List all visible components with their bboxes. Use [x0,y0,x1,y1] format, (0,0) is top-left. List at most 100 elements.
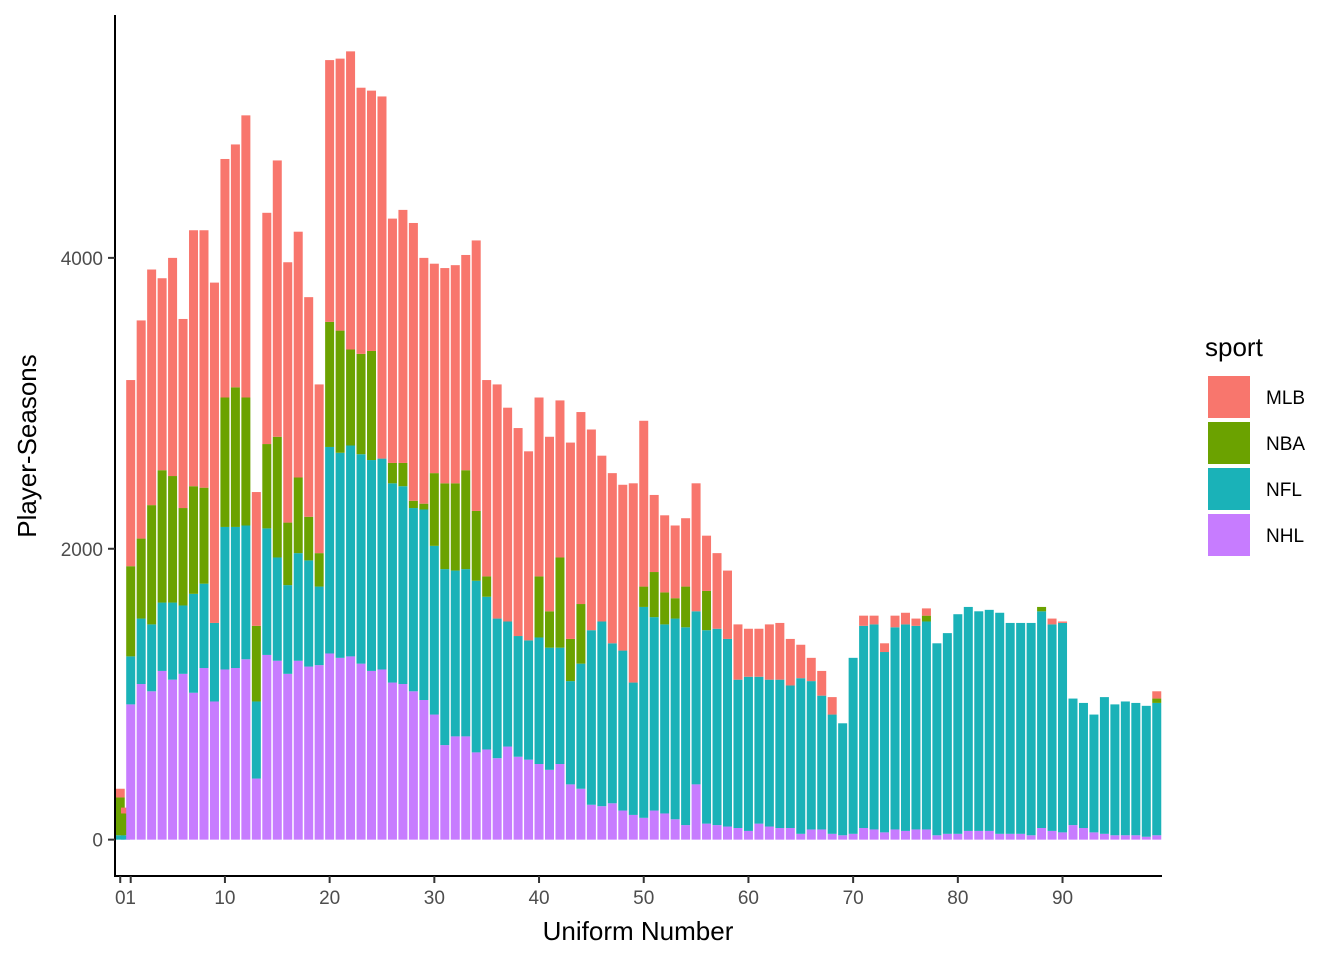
bar-segment-nba-31 [440,483,450,570]
bar-segment-nfl-85 [1005,622,1015,834]
bar-segment-mlb-16 [283,262,293,523]
bar-segment-nfl-35 [482,596,492,750]
legend-label-mlb: MLB [1266,388,1305,409]
bar-segment-mlb-90 [1058,621,1068,623]
legend-label-nba: NBA [1266,434,1305,455]
bar-segment-nfl-83 [984,609,994,831]
bar-segment-nhl-10 [220,669,230,840]
bar-segment-nfl-23 [356,454,366,664]
bar-segment-mlb-30 [429,263,439,474]
bar-segment-nhl-15 [272,660,282,840]
bar-segment-nhl-31 [440,745,450,840]
bar-segment-mlb-20 [325,60,335,322]
bar-segment-nba-16 [283,522,293,586]
x-ticks: 0 1 10 20 30 40 50 60 70 80 90 [115,876,1073,909]
bar-segment-nfl-62 [764,679,774,827]
bar-segment-nhl-76 [911,829,921,840]
bar-segment-mlb-67 [817,670,827,696]
bar-segment-nba-53 [670,598,680,619]
bar-segment-nfl-1 [126,656,136,705]
bar-segment-nfl-69 [838,723,848,836]
bar-segment-mlb-32 [450,265,460,484]
bar-segment-nfl-92 [1078,702,1088,829]
bar-segment-nhl-44 [576,788,586,840]
bar-segment-mlb-15 [272,160,282,437]
bar-segment-nhl-5 [168,679,178,840]
bar-segment-nfl-90 [1058,622,1068,833]
bar-segment-nba-3 [147,505,157,625]
bar-segment-nhl-28 [408,691,418,840]
bar-segment-nba-24 [367,350,377,461]
bar-segment-nfl-67 [817,695,827,830]
bar-segment-nfl-91 [1068,698,1078,826]
y-axis-title: Player-Seasons [12,354,42,538]
bar-segment-nfl-24 [367,460,377,671]
bar-segment-nhl-99 [1152,835,1162,840]
bar-segment-nfl-73 [880,652,890,833]
bar-segment-mlb-8 [199,230,209,488]
bar-segment-nfl-43 [565,681,575,785]
bar-segment-nba-30 [429,473,439,546]
bar-segment-mlb-7 [189,230,199,487]
bar-segment-nba-8 [199,487,209,584]
bar-segment-nba-23 [356,353,366,455]
bar-segment-nhl-66 [806,829,816,840]
bar-segment-nfl-98 [1141,705,1151,837]
bar-segment-nba-52 [660,592,670,625]
bar-segment-mlb-9 [209,282,219,623]
bar-segment-nba-0_5 [120,813,130,836]
bar-segment-nhl-47 [607,803,617,840]
bar-segment-nhl-8 [199,668,209,840]
bar-segment-mlb-13 [251,492,261,626]
bar-segment-nfl-12 [241,525,251,660]
bar-segment-nhl-64 [785,828,795,840]
bar-segment-mlb-22 [346,51,356,350]
bar-segment-nhl-93 [1089,832,1099,840]
bar-segment-mlb-4 [157,278,167,471]
bar-segment-mlb-36 [492,384,502,619]
bar-segment-mlb-29 [419,257,429,504]
bars-layer [115,51,1162,840]
x-tick-label: 1 [125,888,136,909]
bar-segment-nhl-77 [921,829,931,840]
bar-segment-mlb-77 [921,608,931,616]
bar-segment-nfl-78 [932,643,942,836]
bar-segment-mlb-2 [136,320,146,539]
bar-segment-nfl-30 [429,545,439,715]
bar-segment-nba-99 [1152,698,1162,703]
bar-segment-nfl-7 [189,593,199,693]
bar-segment-nfl-46 [597,621,607,807]
bar-segment-nhl-95 [1110,835,1120,840]
bar-segment-nfl-45 [586,630,596,805]
bar-segment-nhl-33 [461,736,471,840]
legend: sport MLB NBA NFL NHL [1205,332,1305,556]
bar-segment-nfl-74 [890,627,900,830]
bar-segment-nhl-20 [325,653,335,840]
bar-segment-mlb-76 [911,618,921,626]
bar-segment-nba-51 [649,572,659,618]
x-tick-label: 90 [1052,888,1073,909]
bar-segment-mlb-59 [733,624,743,680]
x-tick-label: 30 [424,888,445,909]
bar-segment-nfl-79 [942,633,952,834]
bar-segment-nfl-72 [869,624,879,830]
bar-segment-nhl-69 [838,835,848,840]
bar-segment-nhl-78 [932,835,942,840]
bar-segment-nhl-9 [209,701,219,840]
legend-key-mlb [1208,376,1250,418]
bar-segment-nba-5 [168,476,178,603]
bar-segment-nba-27 [398,462,408,487]
bar-segment-nfl-42 [555,647,565,765]
bar-segment-mlb-18 [304,297,314,517]
bar-segment-nhl-53 [670,819,680,840]
bar-segment-nfl-0_5 [120,835,130,840]
bar-segment-nhl-29 [419,700,429,840]
bar-segment-nba-40 [534,576,544,638]
bar-segment-nba-22 [346,349,356,446]
bar-segment-mlb-34 [471,240,481,511]
bar-segment-nhl-61 [754,823,764,840]
bar-segment-nfl-75 [900,624,910,831]
bar-segment-nba-6 [178,508,188,606]
bar-segment-nhl-83 [984,830,994,840]
bar-segment-nfl-58 [722,638,732,827]
